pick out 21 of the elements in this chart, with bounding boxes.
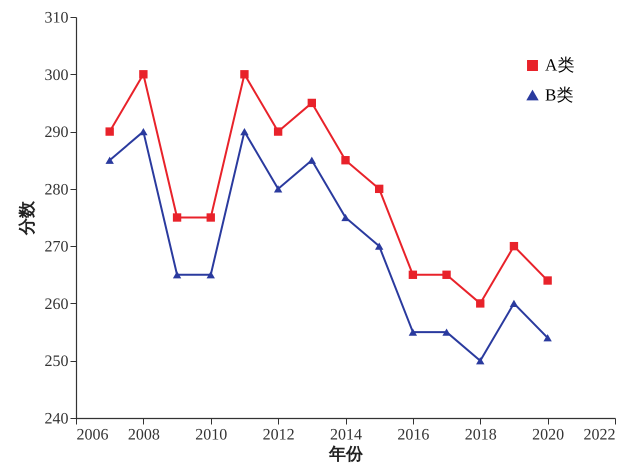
y-tick-label: 250 — [44, 353, 68, 370]
x-tick-label: 2014 — [330, 426, 362, 444]
y-tick-label: 280 — [44, 181, 68, 198]
x-tick-label: 2022 — [584, 426, 616, 444]
x-tick-label: 2010 — [195, 426, 228, 444]
y-tick-label: 270 — [44, 238, 68, 256]
y-tick-label: 300 — [44, 66, 68, 84]
x-tick-label: 2006 — [76, 426, 108, 444]
x-tick-label: 2012 — [262, 426, 295, 444]
y-tick-label: 290 — [44, 124, 68, 142]
y-tick-label: 240 — [44, 410, 68, 428]
y-tick-label: 310 — [44, 10, 68, 26]
y-axis-title: 分数 — [18, 200, 36, 236]
x-tick-label: 2020 — [532, 426, 564, 444]
x-tick-label: 2018 — [464, 426, 497, 444]
legend-label: B类 — [545, 86, 574, 104]
legend-label: A类 — [545, 56, 574, 74]
x-tick-label: 2008 — [128, 426, 160, 444]
x-tick-label: 2016 — [397, 426, 430, 444]
x-axis-title: 年份 — [328, 444, 364, 464]
y-tick-label: 260 — [44, 296, 68, 313]
